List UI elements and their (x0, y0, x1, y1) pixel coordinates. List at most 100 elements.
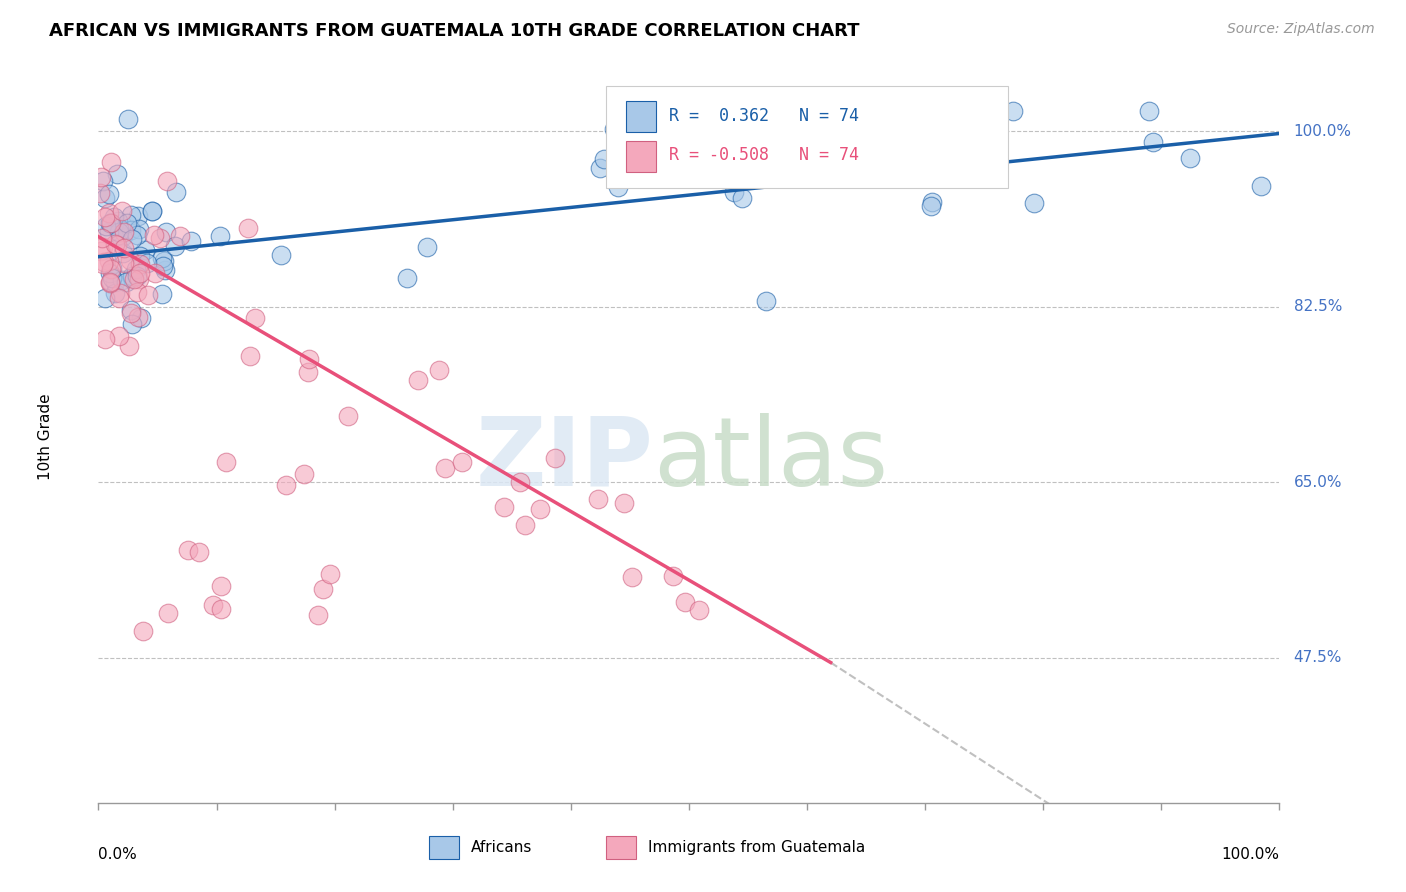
Point (120, 208, 142, 222)
Point (118, 339, 141, 353)
Point (1137, 104, 1160, 119)
Point (155, 225, 177, 239)
Point (125, 268, 148, 283)
Point (103, 285, 125, 300)
Point (89, 186, 111, 200)
Text: 47.5%: 47.5% (1294, 650, 1341, 665)
Point (621, 570, 644, 584)
Point (755, 293, 778, 308)
Point (307, 608, 329, 623)
Point (298, 351, 321, 366)
Text: R = -0.508   N = 74: R = -0.508 N = 74 (669, 146, 859, 164)
Text: ZIP: ZIP (475, 412, 654, 506)
Point (94, 219, 117, 233)
Point (91, 174, 114, 188)
Point (118, 252, 141, 267)
Point (94, 291, 117, 305)
Point (93, 210, 115, 224)
Point (97, 186, 120, 201)
Point (105, 167, 128, 181)
Point (297, 365, 319, 379)
Point (395, 270, 418, 285)
Point (125, 262, 148, 277)
Point (91, 231, 114, 245)
Point (513, 518, 536, 533)
Point (188, 545, 211, 559)
FancyBboxPatch shape (626, 102, 655, 132)
Point (586, 491, 609, 506)
Point (127, 285, 149, 299)
Point (104, 275, 127, 289)
Point (209, 601, 232, 615)
Point (662, 568, 685, 582)
Point (136, 256, 159, 270)
Point (121, 232, 143, 246)
Point (115, 216, 138, 230)
Text: R =  0.362   N = 74: R = 0.362 N = 74 (669, 107, 859, 125)
Point (180, 234, 202, 248)
Point (134, 243, 156, 257)
Point (93, 255, 115, 269)
FancyBboxPatch shape (626, 141, 655, 171)
Point (108, 226, 131, 240)
Point (589, 161, 612, 176)
Point (163, 239, 186, 253)
Point (202, 598, 225, 612)
Point (141, 204, 163, 219)
Point (153, 254, 176, 268)
Point (90, 244, 112, 258)
Point (107, 221, 129, 235)
Point (416, 240, 439, 254)
Point (98, 275, 121, 289)
Point (509, 475, 531, 489)
Text: 100.0%: 100.0% (1222, 847, 1279, 862)
Point (98, 266, 121, 280)
Point (94, 332, 117, 346)
Point (107, 227, 129, 242)
Point (1024, 195, 1046, 210)
Point (108, 286, 131, 301)
FancyBboxPatch shape (429, 836, 458, 859)
Point (156, 174, 179, 188)
Point (101, 261, 124, 276)
Point (105, 238, 128, 252)
Point (111, 204, 134, 219)
Point (1142, 135, 1164, 149)
Point (214, 455, 236, 469)
Point (239, 349, 262, 363)
Text: Source: ZipAtlas.com: Source: ZipAtlas.com (1227, 22, 1375, 37)
Point (101, 271, 124, 285)
Point (606, 169, 628, 183)
Point (108, 291, 131, 305)
Point (120, 302, 142, 317)
Point (112, 241, 135, 255)
Point (120, 223, 142, 237)
Point (236, 220, 259, 235)
Point (129, 249, 152, 263)
Text: 0.0%: 0.0% (98, 847, 138, 862)
Point (104, 237, 127, 252)
Text: AFRICAN VS IMMIGRANTS FROM GUATEMALA 10TH GRADE CORRELATION CHART: AFRICAN VS IMMIGRANTS FROM GUATEMALA 10T… (49, 22, 859, 40)
Point (427, 363, 450, 377)
Point (921, 195, 943, 210)
Point (165, 185, 187, 199)
Point (100, 216, 122, 230)
Point (127, 209, 149, 223)
Point (292, 467, 315, 482)
Point (177, 542, 200, 557)
Point (98, 216, 121, 230)
FancyBboxPatch shape (606, 86, 1008, 188)
Point (98, 225, 121, 239)
Point (434, 460, 457, 475)
Point (103, 210, 125, 224)
Point (494, 500, 516, 514)
Point (153, 263, 176, 277)
Point (319, 566, 342, 581)
Point (120, 306, 142, 320)
Point (1250, 178, 1272, 193)
Point (128, 272, 150, 286)
Point (107, 214, 129, 228)
Point (723, 186, 745, 200)
Point (274, 478, 297, 492)
Point (121, 271, 143, 285)
